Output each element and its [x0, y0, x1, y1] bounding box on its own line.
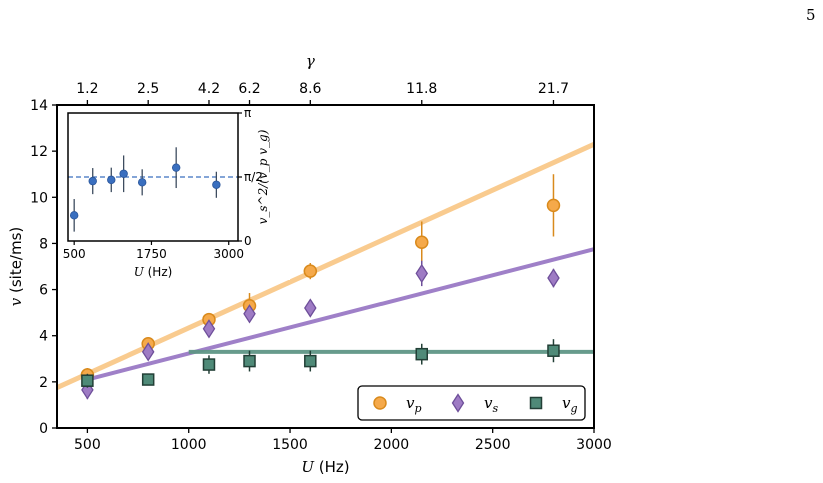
top-axis-label: γ	[306, 52, 315, 70]
data-point-v-s	[304, 298, 317, 318]
top-tick-label: 6.2	[238, 81, 260, 97]
x-tick-label: 2000	[374, 437, 410, 453]
data-point-v-p	[546, 198, 561, 213]
inset-y-axis-label: v_s^2/(v_p v_g)	[256, 129, 270, 224]
data-point-v-p	[303, 264, 318, 278]
y-tick-label: 10	[30, 190, 48, 206]
data-point-v-g	[547, 344, 560, 357]
inset-y-tick-label: π	[244, 106, 251, 120]
data-point-v-s	[243, 304, 256, 324]
legend-marker-v-g	[529, 396, 543, 410]
x-tick-label: 1000	[171, 437, 207, 453]
legend-box	[357, 385, 586, 421]
top-tick-label: 1.2	[76, 81, 98, 97]
inset-y-tick-label: 0	[244, 234, 252, 248]
data-point-v-g	[202, 358, 216, 371]
data-point-v-p	[415, 235, 429, 250]
top-tick-label: 4.2	[198, 81, 220, 97]
data-point-v-s	[415, 263, 429, 284]
y-tick-label: 8	[39, 236, 48, 252]
page-number: 5	[806, 6, 816, 24]
top-tick-label: 2.5	[137, 81, 159, 97]
data-point-v-s	[547, 268, 560, 288]
x-tick-label: 500	[74, 437, 101, 453]
plot-frame	[56, 104, 595, 429]
inset-y-tick-label: π/2	[244, 170, 263, 184]
inset-x-tick-label: 1750	[136, 247, 167, 261]
x-tick-label: 3000	[576, 437, 612, 453]
inset-data-point	[119, 169, 128, 178]
y-tick-label: 0	[39, 421, 48, 437]
inset-data-point	[212, 180, 221, 189]
top-tick-label: 21.7	[538, 81, 569, 97]
data-point-v-g	[81, 374, 94, 387]
inset-data-point	[88, 176, 97, 186]
fit-line-v-s	[86, 247, 594, 382]
data-point-v-s	[141, 342, 155, 362]
inset-data-point	[137, 178, 147, 187]
inset-x-tick-label: 500	[63, 247, 86, 261]
inset-x-axis-label: U (Hz)	[134, 265, 173, 279]
top-tick-label: 8.6	[299, 81, 321, 97]
x-tick-label: 1500	[272, 437, 308, 453]
y-tick-label: 2	[39, 375, 48, 391]
inset-data-point	[107, 175, 116, 185]
data-point-v-s	[202, 319, 216, 339]
legend-marker-v-s	[451, 393, 465, 413]
y-tick-label: 14	[30, 98, 48, 114]
x-axis-label: U (Hz)	[301, 458, 349, 476]
y-tick-label: 4	[39, 329, 48, 345]
legend-marker-v-p	[373, 396, 387, 410]
inset-data-point	[171, 163, 181, 172]
data-point-v-g	[304, 354, 317, 368]
y-tick-label: 6	[39, 283, 48, 299]
data-point-v-g	[243, 354, 256, 368]
data-point-v-g	[141, 373, 155, 386]
inset-x-tick-label: 3000	[213, 247, 244, 261]
inset-data-point	[69, 211, 79, 220]
data-point-v-g	[415, 347, 429, 361]
y-tick-label: 12	[30, 144, 48, 160]
top-tick-label: 11.8	[406, 81, 437, 97]
inset-background	[60, 107, 290, 280]
x-tick-label: 2500	[475, 437, 511, 453]
y-axis-label: v (site/ms)	[7, 227, 25, 307]
